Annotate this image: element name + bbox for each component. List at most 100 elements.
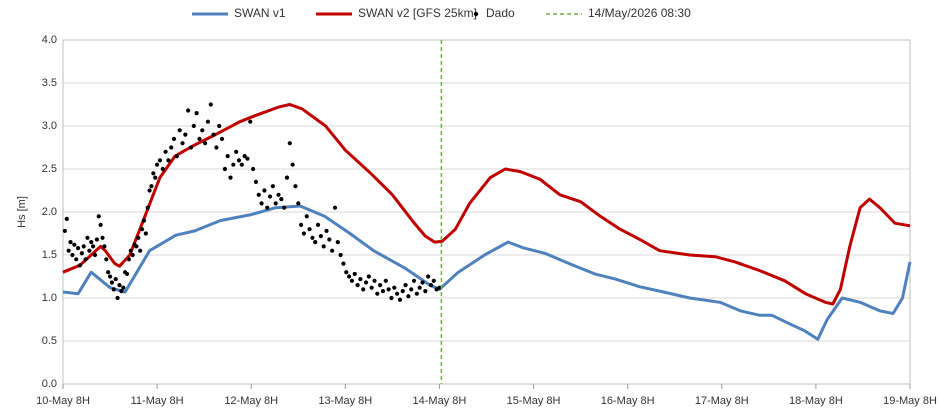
data-point [315, 222, 321, 227]
data-point [332, 205, 338, 210]
data-point [431, 278, 436, 283]
x-tick-label: 17-May 8H [695, 395, 749, 407]
data-point [174, 154, 179, 159]
data-point [98, 222, 103, 227]
data-point [321, 244, 326, 249]
data-point [77, 263, 83, 268]
data-point [262, 188, 267, 193]
data-point [205, 119, 211, 124]
data-point [128, 248, 133, 253]
data-point [217, 123, 222, 129]
data-point [426, 274, 431, 279]
data-point [299, 222, 304, 227]
data-point [119, 289, 124, 294]
data-point [397, 297, 403, 302]
data-point [270, 184, 275, 189]
x-tick-label: 11-May 8H [131, 395, 184, 407]
data-point [239, 162, 244, 167]
data-point [423, 289, 428, 294]
data-point [301, 231, 307, 236]
data-point [363, 280, 369, 285]
plot-frame [62, 39, 911, 385]
data-point [121, 285, 126, 290]
data-point [102, 244, 107, 249]
data-point [411, 278, 417, 283]
data-point [341, 261, 346, 266]
data-point [151, 171, 156, 176]
data-point [92, 252, 98, 258]
data-point [211, 132, 216, 137]
data-point [304, 214, 309, 219]
data-point [115, 295, 120, 301]
data-point [130, 252, 135, 258]
data-point [253, 179, 259, 184]
data-point [344, 270, 349, 275]
y-axis-label: Hs [m] [16, 196, 28, 228]
data-point [335, 240, 340, 245]
data-point [358, 276, 363, 282]
data-point [231, 162, 236, 167]
data-point [186, 108, 191, 113]
data-point [267, 194, 273, 199]
data-point [83, 257, 88, 262]
series-line [62, 103, 911, 306]
y-tick-label: 3.5 [42, 77, 57, 89]
data-point [352, 271, 357, 277]
data-point [273, 201, 278, 206]
legend-label: Dado [486, 6, 515, 20]
data-point [124, 271, 130, 277]
y-tick-label: 0.0 [42, 378, 57, 390]
data-point [169, 145, 174, 150]
data-point [72, 242, 77, 247]
data-point [126, 257, 131, 262]
data-point [143, 231, 148, 236]
data-point [282, 205, 287, 210]
data-point [74, 257, 79, 262]
legend-label: SWAN v2 [GFS 25km] [358, 6, 477, 20]
data-point [346, 274, 352, 279]
data-point [87, 248, 92, 253]
x-tick-label: 16-May 8H [601, 395, 655, 407]
data-point [214, 145, 219, 150]
data-point [109, 280, 115, 285]
data-point [79, 251, 84, 256]
data-point [349, 278, 355, 283]
data-point [160, 166, 165, 172]
data-point [428, 283, 434, 288]
data-point [313, 240, 318, 245]
data-point [236, 158, 242, 163]
data-point [242, 154, 247, 159]
data-point [104, 257, 109, 262]
data-point [68, 240, 73, 245]
data-point [139, 227, 145, 232]
data-point [85, 235, 90, 240]
data-point [279, 197, 284, 202]
data-point [417, 285, 422, 290]
data-point [327, 237, 332, 242]
x-tick-label: 13-May 8H [318, 395, 372, 407]
x-tick-label: 19-May 8H [883, 395, 937, 407]
data-point [219, 136, 225, 141]
data-point [287, 141, 292, 146]
data-point [111, 287, 116, 292]
data-point [166, 158, 171, 163]
data-point [338, 252, 343, 258]
data-point [188, 145, 194, 150]
data-point [369, 285, 374, 290]
data-point [177, 128, 182, 133]
data-point [149, 184, 154, 189]
x-tick-label: 15-May 8H [507, 395, 561, 407]
data-point [355, 283, 360, 288]
data-point [134, 244, 139, 249]
data-point [153, 175, 158, 180]
data-point [191, 123, 196, 129]
data-point [96, 214, 101, 219]
data-point [163, 149, 168, 154]
y-tick-label: 3.0 [42, 120, 57, 132]
data-point [378, 283, 383, 288]
data-point [141, 218, 147, 223]
y-tick-label: 1.0 [42, 292, 57, 304]
data-point [400, 289, 405, 294]
data-point [208, 102, 213, 107]
